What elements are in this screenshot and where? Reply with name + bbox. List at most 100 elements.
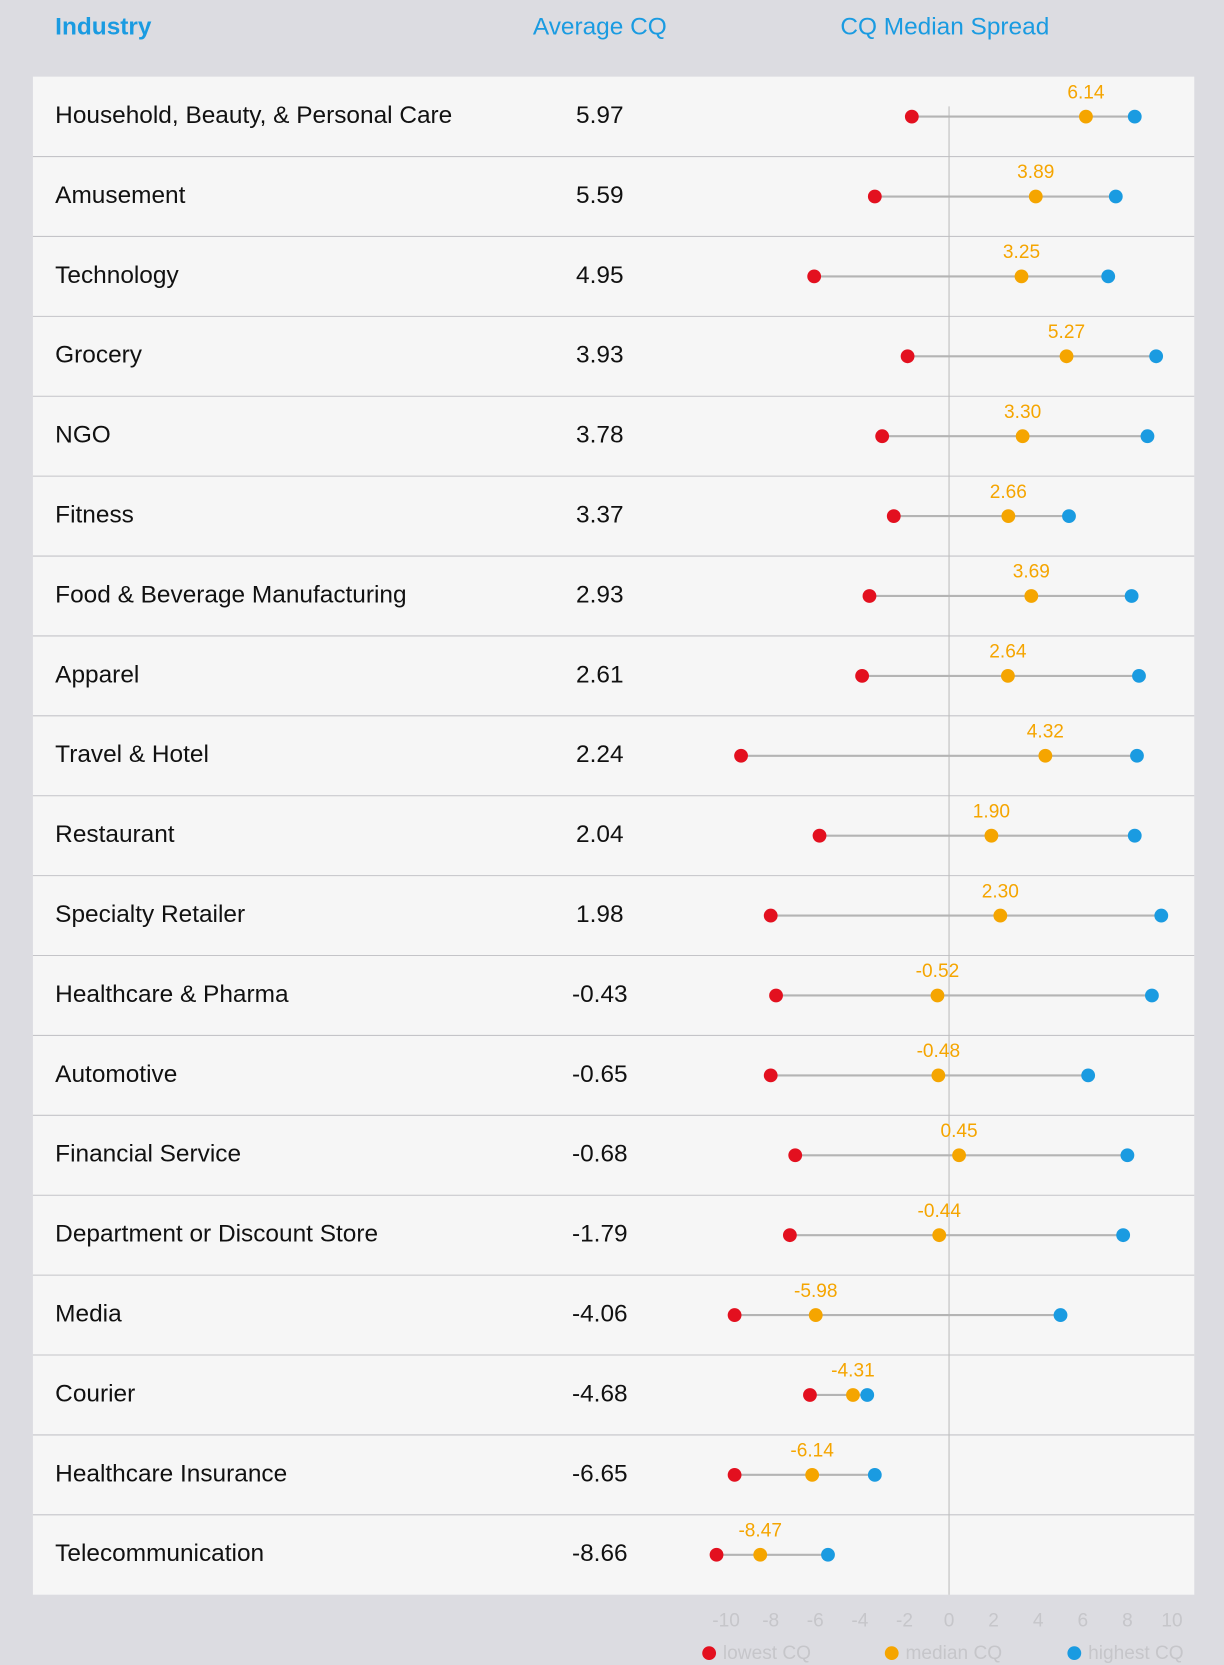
data-label: -4.31: [831, 1361, 875, 1382]
average-cq: -6.65: [572, 1460, 628, 1487]
dot: [782, 1228, 797, 1243]
dot: [993, 908, 1008, 923]
industry-name: Grocery: [55, 342, 143, 369]
data-label: -6.14: [790, 1441, 834, 1462]
column-header: CQ Median Spread: [840, 13, 1049, 40]
dot: [984, 828, 999, 843]
dot: [1154, 908, 1169, 923]
data-label: 0.45: [940, 1121, 977, 1142]
dot: [875, 429, 890, 444]
industry-name: Healthcare & Pharma: [55, 981, 289, 1008]
industry-name: Technology: [55, 262, 179, 289]
dot: [930, 988, 945, 1003]
dot: [1062, 509, 1076, 523]
dot: [931, 1068, 946, 1083]
average-cq: 5.97: [576, 102, 624, 129]
data-label: -0.52: [916, 961, 960, 982]
dot: [1015, 429, 1030, 444]
dot: [1120, 1148, 1135, 1163]
data-label: 5.27: [1048, 322, 1085, 343]
data-label: 3.89: [1017, 162, 1054, 183]
legend-swatch: [1067, 1646, 1082, 1661]
dot: [808, 1308, 823, 1322]
dot: [788, 1148, 803, 1163]
industry-name: Telecommunication: [55, 1540, 264, 1567]
x-tick-label: 0: [944, 1610, 955, 1631]
dot: [1140, 429, 1155, 444]
dot: [1081, 1068, 1096, 1083]
dot: [904, 109, 919, 124]
dot: [1001, 509, 1016, 523]
dot: [846, 1388, 860, 1402]
x-tick-label: 4: [1033, 1610, 1044, 1631]
legend-swatch: [702, 1646, 717, 1661]
average-cq: 3.93: [576, 342, 624, 369]
dot: [1079, 109, 1093, 124]
dot: [709, 1547, 724, 1562]
industry-name: Automotive: [55, 1061, 177, 1088]
industry-name: Fitness: [55, 502, 134, 529]
data-label: 4.32: [1027, 721, 1064, 742]
x-tick-label: 2: [988, 1610, 999, 1631]
data-label: 6.14: [1067, 82, 1105, 103]
industry-name: Apparel: [55, 661, 139, 688]
dot: [860, 1388, 875, 1402]
average-cq: 2.24: [576, 741, 624, 768]
x-tick-label: -10: [712, 1610, 740, 1631]
legend-label: highest CQ: [1088, 1643, 1184, 1664]
dot: [1014, 269, 1029, 284]
data-label: -8.47: [738, 1520, 782, 1541]
average-cq: 5.59: [576, 182, 624, 209]
data-label: 2.66: [990, 482, 1027, 503]
dot: [803, 1388, 817, 1402]
dot: [952, 1148, 966, 1163]
dot: [932, 1228, 947, 1243]
average-cq: -0.43: [572, 981, 628, 1008]
dot: [900, 349, 915, 364]
dot: [769, 988, 783, 1003]
legend-swatch: [884, 1646, 899, 1661]
data-label: -5.98: [794, 1281, 838, 1302]
x-tick-label: -6: [807, 1610, 824, 1631]
industry-name: Media: [55, 1301, 122, 1328]
average-cq: 2.04: [576, 821, 624, 848]
x-tick-label: 8: [1122, 1610, 1133, 1631]
dot: [1127, 109, 1142, 124]
column-header: Industry: [55, 13, 152, 40]
dot: [1001, 668, 1015, 683]
dot: [753, 1547, 768, 1562]
average-cq: 2.93: [576, 581, 624, 608]
average-cq: 3.37: [576, 502, 624, 529]
dot: [855, 668, 870, 683]
dot: [763, 1068, 778, 1083]
industry-name: Travel & Hotel: [55, 741, 209, 768]
dot: [862, 589, 877, 603]
data-label: 2.30: [982, 881, 1019, 902]
data-label: 1.90: [973, 801, 1010, 822]
dot: [1132, 668, 1146, 683]
dot: [1116, 1228, 1131, 1243]
dot: [734, 748, 748, 763]
average-cq: 2.61: [576, 661, 624, 688]
dot: [1024, 589, 1039, 603]
industry-name: Household, Beauty, & Personal Care: [55, 102, 452, 129]
industry-name: Amusement: [55, 182, 185, 209]
data-label: 2.64: [989, 642, 1027, 663]
average-cq: -0.68: [572, 1141, 628, 1168]
dot: [886, 509, 901, 523]
average-cq: 4.95: [576, 262, 624, 289]
average-cq: -0.65: [572, 1061, 628, 1088]
dot: [1127, 828, 1142, 843]
average-cq: -4.06: [572, 1301, 628, 1328]
x-tick-label: 10: [1161, 1610, 1182, 1631]
dot: [1038, 748, 1053, 763]
industry-name: Healthcare Insurance: [55, 1460, 287, 1487]
industry-name: Specialty Retailer: [55, 901, 245, 928]
dot: [867, 1467, 882, 1482]
industry-name: NGO: [55, 422, 111, 449]
industry-name: Food & Beverage Manufacturing: [55, 581, 406, 608]
dot: [1108, 189, 1123, 204]
average-cq: 1.98: [576, 901, 624, 928]
dot: [807, 269, 822, 284]
